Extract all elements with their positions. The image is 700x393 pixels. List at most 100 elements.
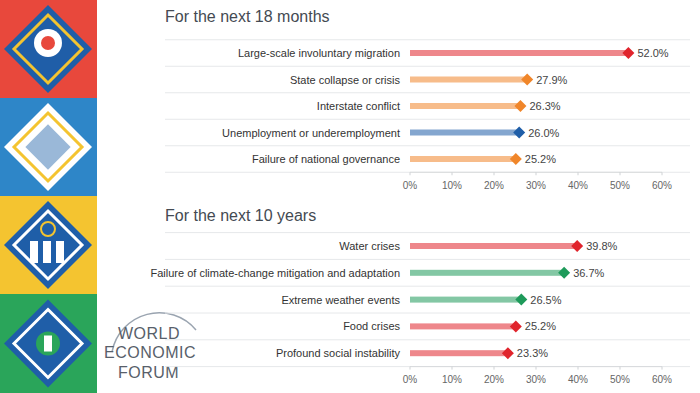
- bar-end-marker: [558, 267, 570, 279]
- bar: [410, 103, 520, 109]
- bar: [410, 350, 508, 356]
- deco-diamond: [4, 300, 92, 388]
- x-tick-label: 60%: [652, 180, 672, 191]
- row-separator: [165, 145, 690, 146]
- deco-icon: [25, 124, 70, 169]
- data-label: 26.5%: [530, 294, 561, 306]
- data-label: 39.8%: [586, 240, 617, 252]
- data-label: 26.3%: [529, 100, 560, 112]
- deco-panel: [0, 196, 97, 294]
- category-label: Large-scale involuntary migration: [238, 47, 400, 59]
- bar-end-marker: [502, 347, 514, 359]
- row-separator: [165, 259, 690, 260]
- row-separator: [165, 313, 690, 314]
- x-tick: [536, 172, 537, 175]
- data-label: 25.2%: [525, 320, 556, 332]
- category-label: Failure of national governance: [252, 153, 400, 165]
- x-tick: [578, 172, 579, 175]
- deco-icon: [41, 222, 55, 236]
- data-label: 26.0%: [528, 127, 559, 139]
- bar-end-marker: [521, 74, 533, 86]
- row-separator: [165, 286, 690, 287]
- data-label: 52.0%: [637, 47, 668, 59]
- category-label: Food crises: [343, 320, 400, 332]
- row-separator: [165, 366, 690, 367]
- x-tick-label: 50%: [610, 374, 630, 385]
- x-tick-label: 30%: [526, 374, 546, 385]
- x-tick: [452, 367, 453, 370]
- bar-end-marker: [513, 127, 525, 139]
- category-label: State collapse or crisis: [290, 74, 401, 86]
- bar-end-marker: [510, 153, 522, 165]
- x-tick-label: 0%: [403, 180, 418, 191]
- x-tick-label: 20%: [484, 374, 504, 385]
- bar: [410, 156, 516, 162]
- x-tick: [662, 367, 663, 370]
- row-separator: [165, 172, 690, 173]
- x-tick-label: 40%: [568, 180, 588, 191]
- row-separator: [165, 339, 690, 340]
- chart-title: For the next 18 months: [165, 8, 330, 25]
- chart-title: For the next 10 years: [165, 207, 316, 224]
- marks: [410, 47, 634, 165]
- logo-text: ECONOMIC: [104, 344, 196, 361]
- decoration: [0, 0, 97, 393]
- deco-panel: [0, 98, 97, 196]
- x-tick-label: 0%: [403, 374, 418, 385]
- bar-end-marker: [571, 240, 583, 252]
- marks: [410, 240, 583, 359]
- row-separator: [165, 39, 690, 40]
- deco-icon: [43, 241, 51, 263]
- x-tick: [662, 172, 663, 175]
- bar: [410, 297, 521, 303]
- bar: [410, 77, 527, 83]
- deco-icon: [44, 336, 52, 352]
- x-tick: [620, 367, 621, 370]
- category-label: Extreme weather events: [281, 294, 400, 306]
- x-tick-label: 40%: [568, 374, 588, 385]
- x-tick-label: 10%: [442, 180, 462, 191]
- deco-icon: [41, 36, 55, 50]
- x-tick: [620, 172, 621, 175]
- category-label: Unemployment or underemployment: [222, 127, 400, 139]
- deco-icon: [34, 29, 62, 57]
- bar-end-marker: [515, 294, 527, 306]
- deco-diamond-inner: [14, 113, 82, 181]
- bar: [410, 270, 564, 276]
- bar-end-marker: [622, 47, 634, 59]
- data-label: 36.7%: [573, 267, 604, 279]
- category-label: Water crises: [339, 240, 400, 252]
- data-label: 27.9%: [536, 74, 567, 86]
- x-tick-label: 50%: [610, 180, 630, 191]
- bar: [410, 243, 577, 249]
- category-label: Failure of climate-change mitigation and…: [151, 267, 400, 279]
- category-label: Interstate conflict: [317, 100, 400, 112]
- deco-diamond-inner: [14, 310, 82, 378]
- deco-icon: [30, 241, 38, 263]
- deco-panel: [0, 294, 97, 393]
- bar: [410, 323, 516, 329]
- chart: For the next 18 months0%10%20%30%40%50%6…: [165, 8, 690, 191]
- chart-root: WORLDECONOMICFORUM For the next 18 months…: [0, 0, 700, 393]
- bar: [410, 50, 628, 56]
- row-separator: [165, 66, 690, 67]
- row-separator: [165, 119, 690, 120]
- deco-diamond: [4, 5, 92, 93]
- data-label: 23.3%: [517, 347, 548, 359]
- bar-end-marker: [514, 100, 526, 112]
- deco-icon: [56, 241, 64, 263]
- x-tick: [578, 367, 579, 370]
- row-separator: [165, 92, 690, 93]
- logo: WORLDECONOMICFORUM: [104, 313, 196, 381]
- x-tick-label: 20%: [484, 180, 504, 191]
- x-tick: [410, 172, 411, 175]
- deco-diamond-inner: [14, 15, 82, 83]
- data-label: 25.2%: [525, 153, 556, 165]
- x-tick: [410, 367, 411, 370]
- chart: For the next 10 years 0% 10% 20% 30% 40% 50% 60…: [151, 207, 690, 385]
- bar: [410, 130, 519, 136]
- x-tick-label: 10%: [442, 374, 462, 385]
- x-tick-label: 60%: [652, 374, 672, 385]
- row-separator: [165, 232, 690, 233]
- x-tick: [452, 172, 453, 175]
